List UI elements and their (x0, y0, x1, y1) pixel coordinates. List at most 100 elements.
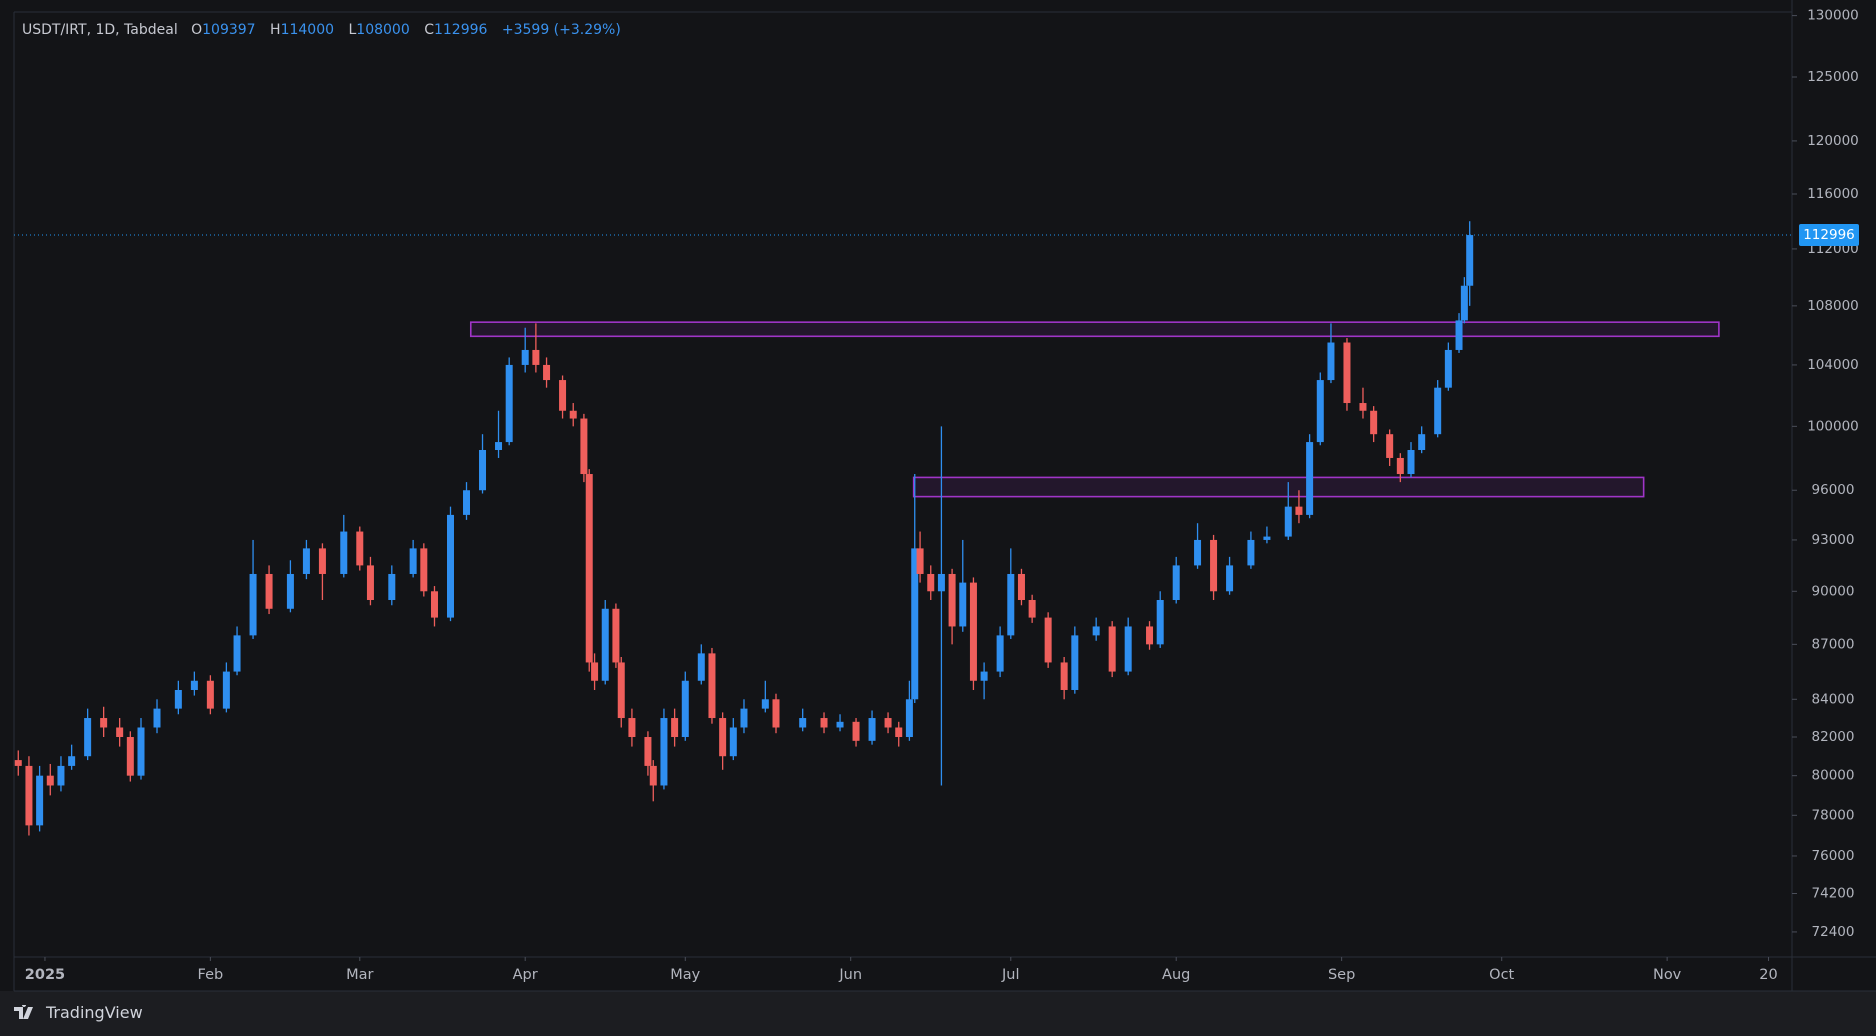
candle-body (916, 548, 924, 574)
y-tick-label: 78000 (1812, 807, 1855, 823)
y-tick-label: 130000 (1807, 8, 1859, 24)
candle-body (505, 364, 513, 443)
candle-body (1343, 342, 1351, 404)
candle-body (1386, 434, 1394, 458)
candle-body (430, 591, 438, 618)
candle-body (628, 718, 636, 738)
candle-body (356, 531, 364, 566)
candle-body (601, 608, 609, 681)
candle-body (420, 548, 428, 592)
candle-body (644, 737, 652, 766)
last-price-box (1799, 224, 1859, 247)
x-tick-label: Jun (838, 967, 862, 983)
candle-body (569, 410, 577, 419)
open-label: O (191, 22, 203, 38)
candle-body (222, 671, 230, 709)
candle-body (617, 662, 625, 719)
candle-body (585, 474, 593, 663)
candle-body (366, 565, 374, 600)
candle-body (1295, 506, 1303, 515)
candle-body (772, 699, 780, 728)
low-value: 108000 (356, 22, 410, 38)
candle-body (649, 765, 657, 786)
candle-body (1172, 565, 1180, 600)
candle-body (660, 718, 668, 786)
candle-body (895, 727, 903, 738)
close-value: 112996 (433, 22, 488, 38)
candle-body (543, 364, 551, 381)
x-tick-label: Sep (1328, 967, 1355, 983)
y-tick-label: 108000 (1807, 298, 1859, 314)
y-tick-label: 87000 (1812, 636, 1855, 652)
candle-body (1007, 573, 1015, 636)
candle-body (1407, 449, 1415, 475)
x-tick-label: Feb (198, 967, 224, 983)
candle-body (36, 775, 44, 826)
candle-body (1263, 536, 1271, 540)
candle-body (1044, 617, 1052, 663)
candle-body (1017, 573, 1025, 600)
candle-body (591, 662, 599, 681)
y-tick-label: 120000 (1807, 133, 1859, 149)
candle-body (84, 718, 92, 757)
low-label: L (348, 22, 357, 38)
candle-body (1460, 285, 1468, 321)
candle-body (190, 680, 198, 690)
candle-body (46, 775, 54, 786)
candle-body (708, 653, 716, 719)
high-value: 114000 (280, 22, 335, 38)
y-tick-label: 80000 (1812, 768, 1855, 784)
x-tick-label: 20 (1759, 967, 1777, 983)
candle-body (126, 737, 134, 776)
candle-body (521, 349, 529, 365)
candle-body (969, 582, 977, 681)
candle-body (948, 573, 956, 627)
candle-body (559, 380, 567, 411)
candle-body (1146, 626, 1154, 645)
last-price-label: 112996 (1803, 227, 1855, 243)
candle-body (1444, 349, 1452, 388)
candle-body (1434, 387, 1442, 435)
y-tick-label: 72400 (1812, 924, 1855, 940)
candle-body (249, 573, 257, 636)
x-tick-label: Oct (1489, 967, 1514, 983)
candle-body (302, 548, 310, 574)
candle-body (836, 721, 844, 728)
footer-bar (0, 991, 1876, 1036)
legend: USDT/IRT, 1D, Tabdeal O109397 H114000 L1… (22, 22, 631, 38)
candle-body (1156, 599, 1164, 645)
x-tick-label: Apr (513, 967, 538, 983)
candle-body (57, 765, 65, 786)
open-value: 109397 (202, 22, 256, 38)
y-tick-label: 93000 (1812, 532, 1855, 548)
candle-body (1396, 457, 1404, 475)
y-tick-label: 74200 (1812, 885, 1855, 901)
candle-body (980, 671, 988, 681)
x-tick-label: Jul (1001, 967, 1020, 983)
candle-body (1124, 626, 1132, 672)
candle-body (719, 718, 727, 757)
candle-body (479, 449, 487, 491)
candle-body (1327, 342, 1335, 381)
close-label: C (424, 22, 434, 38)
candle-body (1060, 662, 1068, 690)
candle-body (868, 718, 876, 741)
candle-body (14, 760, 22, 766)
candle-body (446, 514, 454, 618)
plot (14, 221, 1792, 836)
brand: TradingView (46, 1003, 143, 1022)
candle-body (1306, 442, 1314, 515)
y-tick-label: 90000 (1812, 583, 1855, 599)
candle-body (820, 718, 828, 728)
y-tick-label: 76000 (1812, 848, 1855, 864)
candle-body (1284, 506, 1292, 537)
candle-body (1194, 539, 1202, 566)
candle-body (740, 708, 748, 728)
candle-body (612, 608, 620, 663)
x-tick-label: Nov (1653, 967, 1682, 983)
y-tick-label: 82000 (1812, 729, 1855, 745)
y-tick-label: 100000 (1807, 418, 1859, 434)
candle-body (884, 718, 892, 728)
